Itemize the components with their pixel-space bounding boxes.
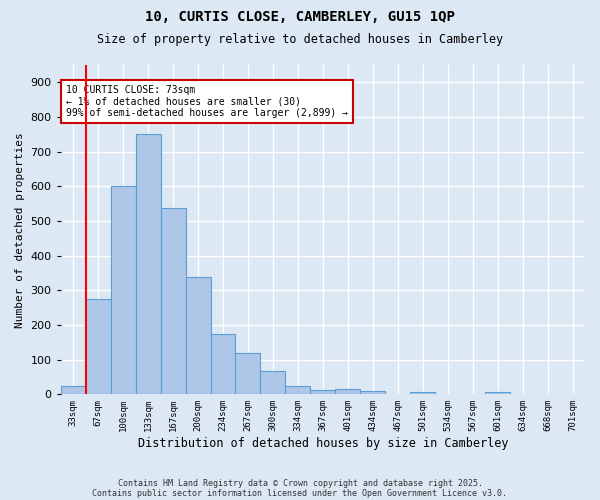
Bar — [286, 386, 310, 394]
Bar — [86, 299, 110, 394]
Text: 10, CURTIS CLOSE, CAMBERLEY, GU15 1QP: 10, CURTIS CLOSE, CAMBERLEY, GU15 1QP — [145, 10, 455, 24]
Text: Size of property relative to detached houses in Camberley: Size of property relative to detached ho… — [97, 32, 503, 46]
Bar — [110, 186, 136, 394]
Text: 10 CURTIS CLOSE: 73sqm
← 1% of detached houses are smaller (30)
99% of semi-deta: 10 CURTIS CLOSE: 73sqm ← 1% of detached … — [66, 85, 348, 118]
Bar — [136, 134, 161, 394]
Bar — [211, 334, 235, 394]
Bar — [310, 390, 335, 394]
Bar — [335, 389, 361, 394]
Bar — [361, 391, 385, 394]
Text: Contains HM Land Registry data © Crown copyright and database right 2025.: Contains HM Land Registry data © Crown c… — [118, 478, 482, 488]
Text: Contains public sector information licensed under the Open Government Licence v3: Contains public sector information licen… — [92, 488, 508, 498]
Bar — [485, 392, 510, 394]
Bar — [161, 208, 185, 394]
Bar — [260, 371, 286, 394]
Bar — [410, 392, 435, 394]
Bar — [61, 386, 86, 394]
Bar — [185, 277, 211, 394]
Y-axis label: Number of detached properties: Number of detached properties — [15, 132, 25, 328]
X-axis label: Distribution of detached houses by size in Camberley: Distribution of detached houses by size … — [137, 437, 508, 450]
Bar — [235, 352, 260, 395]
